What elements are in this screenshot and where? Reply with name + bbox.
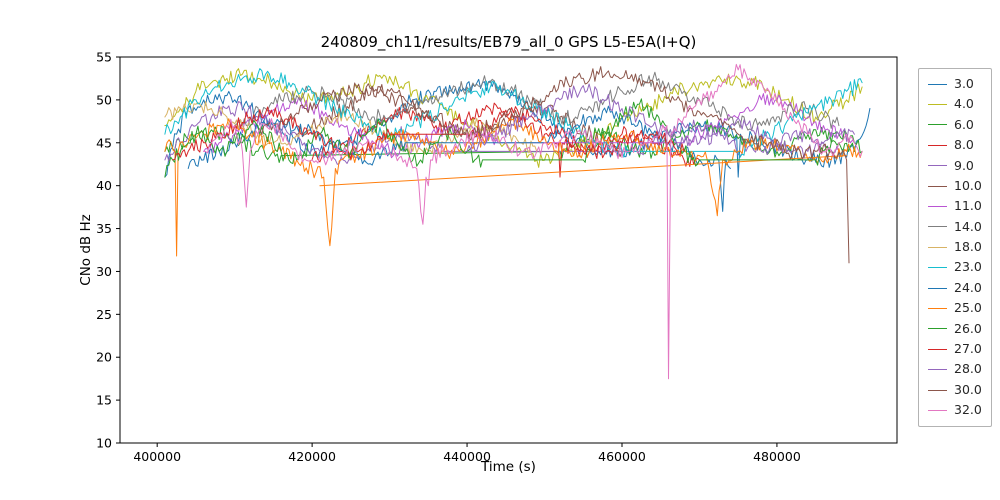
legend-label: 10.0 — [954, 177, 982, 193]
series-group — [164, 63, 871, 380]
legend-item-10.0: 10.0 — [928, 176, 982, 196]
legend-item-9.0: 9.0 — [928, 156, 982, 176]
legend-label: 3.0 — [954, 75, 974, 91]
legend-item-6.0: 6.0 — [928, 115, 982, 135]
legend-item-3.0: 3.0 — [928, 74, 982, 94]
legend-line-swatch — [928, 226, 947, 228]
y-tick-label: 30 — [96, 264, 112, 279]
y-axis-label: CNo dB Hz — [78, 214, 94, 286]
legend-item-14.0: 14.0 — [928, 217, 982, 237]
legend-label: 6.0 — [954, 116, 974, 132]
legend-line-swatch — [928, 165, 947, 167]
legend-line-swatch — [928, 409, 947, 411]
legend-label: 26.0 — [954, 320, 982, 336]
series-line-28.0 — [466, 83, 855, 159]
plot-area-border — [119, 56, 898, 444]
legend-line-swatch — [928, 348, 947, 350]
y-tick-label: 50 — [96, 92, 112, 107]
series-line-30.0 — [257, 66, 850, 264]
legend-item-18.0: 18.0 — [928, 237, 982, 257]
y-tick-label: 40 — [96, 178, 112, 193]
series-line-4.0 — [164, 68, 863, 168]
legend-label: 23.0 — [954, 259, 982, 275]
legend-label: 28.0 — [954, 361, 982, 377]
chart-title: 240809_ch11/results/EB79_all_0 GPS L5-E5… — [320, 33, 697, 51]
legend-line-swatch — [928, 389, 947, 391]
series-line-14.0 — [234, 71, 840, 131]
y-tick-label: 35 — [96, 221, 112, 236]
series-line-32.0 — [203, 63, 863, 380]
legend-item-26.0: 26.0 — [928, 319, 982, 339]
x-tick-label: 420000 — [288, 449, 336, 464]
x-axis-label: Time (s) — [481, 459, 536, 475]
legend-line-swatch — [928, 267, 947, 269]
legend-item-25.0: 25.0 — [928, 298, 982, 318]
series-line-23.0 — [164, 68, 863, 158]
legend-line-swatch — [928, 307, 947, 309]
x-tick-label: 440000 — [443, 449, 491, 464]
legend-label: 32.0 — [954, 402, 982, 418]
legend-label: 8.0 — [954, 137, 974, 153]
y-tick-label: 20 — [96, 350, 112, 365]
legend-label: 24.0 — [954, 279, 982, 295]
legend-item-24.0: 24.0 — [928, 278, 982, 298]
x-tick-label: 400000 — [133, 449, 181, 464]
legend-line-swatch — [928, 83, 947, 85]
legend-line-swatch — [928, 369, 947, 371]
legend-line-swatch — [928, 206, 947, 208]
legend-label: 11.0 — [954, 198, 982, 214]
legend-line-swatch — [928, 328, 947, 330]
x-tick-label: 460000 — [598, 449, 646, 464]
legend-item-32.0: 32.0 — [928, 400, 982, 420]
legend-item-11.0: 11.0 — [928, 196, 982, 216]
legend-label: 25.0 — [954, 300, 982, 316]
legend-line-swatch — [928, 185, 947, 187]
legend-label: 30.0 — [954, 381, 982, 397]
legend-line-swatch — [928, 287, 947, 289]
legend: 3.0 4.0 6.0 8.0 9.0 10.0 11.0 14.0 18.0 23.0 24.0 2… — [918, 68, 992, 427]
legend-item-27.0: 27.0 — [928, 339, 982, 359]
y-tick-label: 10 — [96, 436, 112, 451]
series-line-25.0 — [319, 155, 848, 187]
ticks-group: 400000 420000 440000 460000 480000 10 15 20 25 30… — [96, 50, 801, 465]
legend-item-23.0: 23.0 — [928, 258, 982, 278]
legend-label: 4.0 — [954, 96, 974, 112]
y-tick-label: 45 — [96, 135, 112, 150]
series-line-27.0 — [172, 106, 685, 161]
series-line-25.0 — [164, 117, 863, 257]
legend-label: 18.0 — [954, 239, 982, 255]
legend-label: 27.0 — [954, 341, 982, 357]
legend-label: 14.0 — [954, 218, 982, 234]
legend-item-30.0: 30.0 — [928, 380, 982, 400]
legend-line-swatch — [928, 246, 947, 248]
y-tick-label: 55 — [96, 50, 112, 65]
legend-item-4.0: 4.0 — [928, 94, 982, 114]
legend-item-8.0: 8.0 — [928, 135, 982, 155]
x-tick-label: 480000 — [753, 449, 801, 464]
y-tick-label: 15 — [96, 393, 112, 408]
legend-line-swatch — [928, 124, 947, 126]
legend-line-swatch — [928, 144, 947, 146]
legend-item-28.0: 28.0 — [928, 359, 982, 379]
legend-line-swatch — [928, 104, 947, 106]
legend-label: 9.0 — [954, 157, 974, 173]
y-tick-label: 25 — [96, 307, 112, 322]
